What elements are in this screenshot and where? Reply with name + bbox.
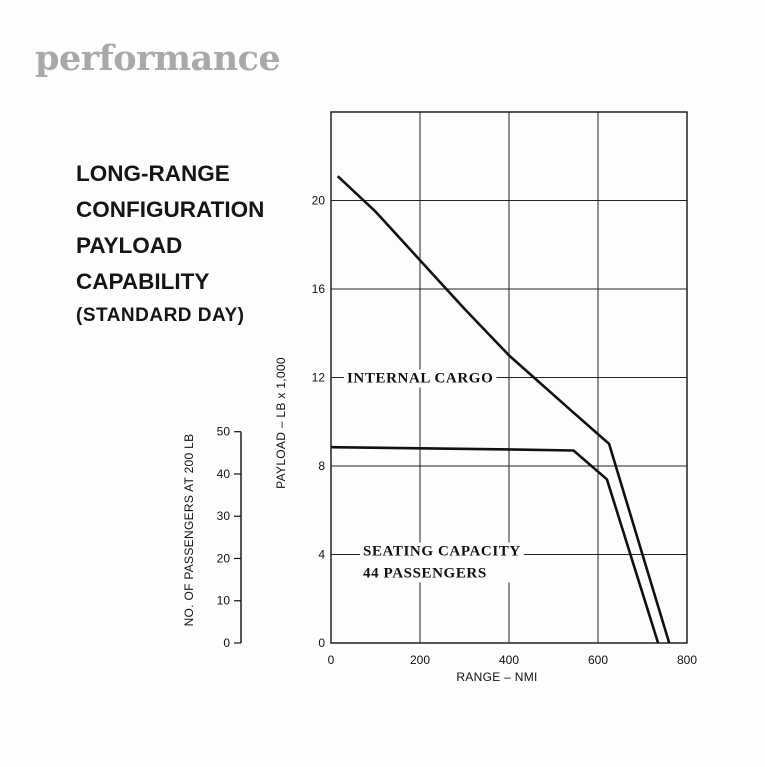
chart-title: LONG-RANGE CONFIGURATION PAYLOAD CAPABIL… — [76, 156, 264, 300]
y2-tick-label: 50 — [217, 425, 231, 439]
y2-tick-label: 10 — [217, 594, 231, 608]
y-tick-label: 4 — [318, 548, 325, 562]
y-tick-label: 20 — [312, 194, 326, 208]
chart-subtitle: (STANDARD DAY) — [76, 305, 245, 326]
y-tick-label: 16 — [312, 282, 326, 296]
annotation-seating-line: 44 PASSENGERS — [363, 566, 487, 582]
y2-tick-label: 30 — [217, 509, 231, 523]
y-tick-label: 0 — [318, 636, 325, 650]
series-line-seating-capacity — [330, 445, 660, 644]
section-header: performance — [35, 38, 281, 79]
y-axis-label: PAYLOAD – LB x 1,000 — [274, 357, 288, 489]
annotation-background — [360, 542, 524, 583]
x-tick-label: 600 — [588, 653, 608, 667]
x-axis-label: RANGE – NMI — [456, 670, 537, 684]
title-line: LONG-RANGE — [76, 161, 230, 186]
y2-axis-label: NO. OF PASSENGERS AT 200 LB — [182, 434, 196, 627]
x-tick-label: 800 — [677, 653, 697, 667]
y2-tick-label: 40 — [217, 467, 231, 481]
annotation-seating-line: SEATING CAPACITY — [363, 544, 521, 560]
y2-tick-label: 20 — [217, 551, 231, 565]
x-tick-label: 200 — [410, 653, 430, 667]
title-line: CAPABILITY — [76, 269, 210, 294]
y-tick-label: 12 — [312, 371, 326, 385]
series-line-internal-cargo — [336, 175, 671, 644]
title-line: PAYLOAD — [76, 233, 183, 258]
title-line: CONFIGURATION — [76, 197, 265, 222]
x-tick-label: 400 — [499, 653, 519, 667]
x-tick-label: 0 — [328, 653, 335, 667]
annotation-background — [344, 369, 497, 388]
y-tick-label: 8 — [318, 459, 325, 473]
annotation-internal-cargo: INTERNAL CARGO — [347, 371, 493, 387]
y2-tick-label: 0 — [223, 636, 230, 650]
